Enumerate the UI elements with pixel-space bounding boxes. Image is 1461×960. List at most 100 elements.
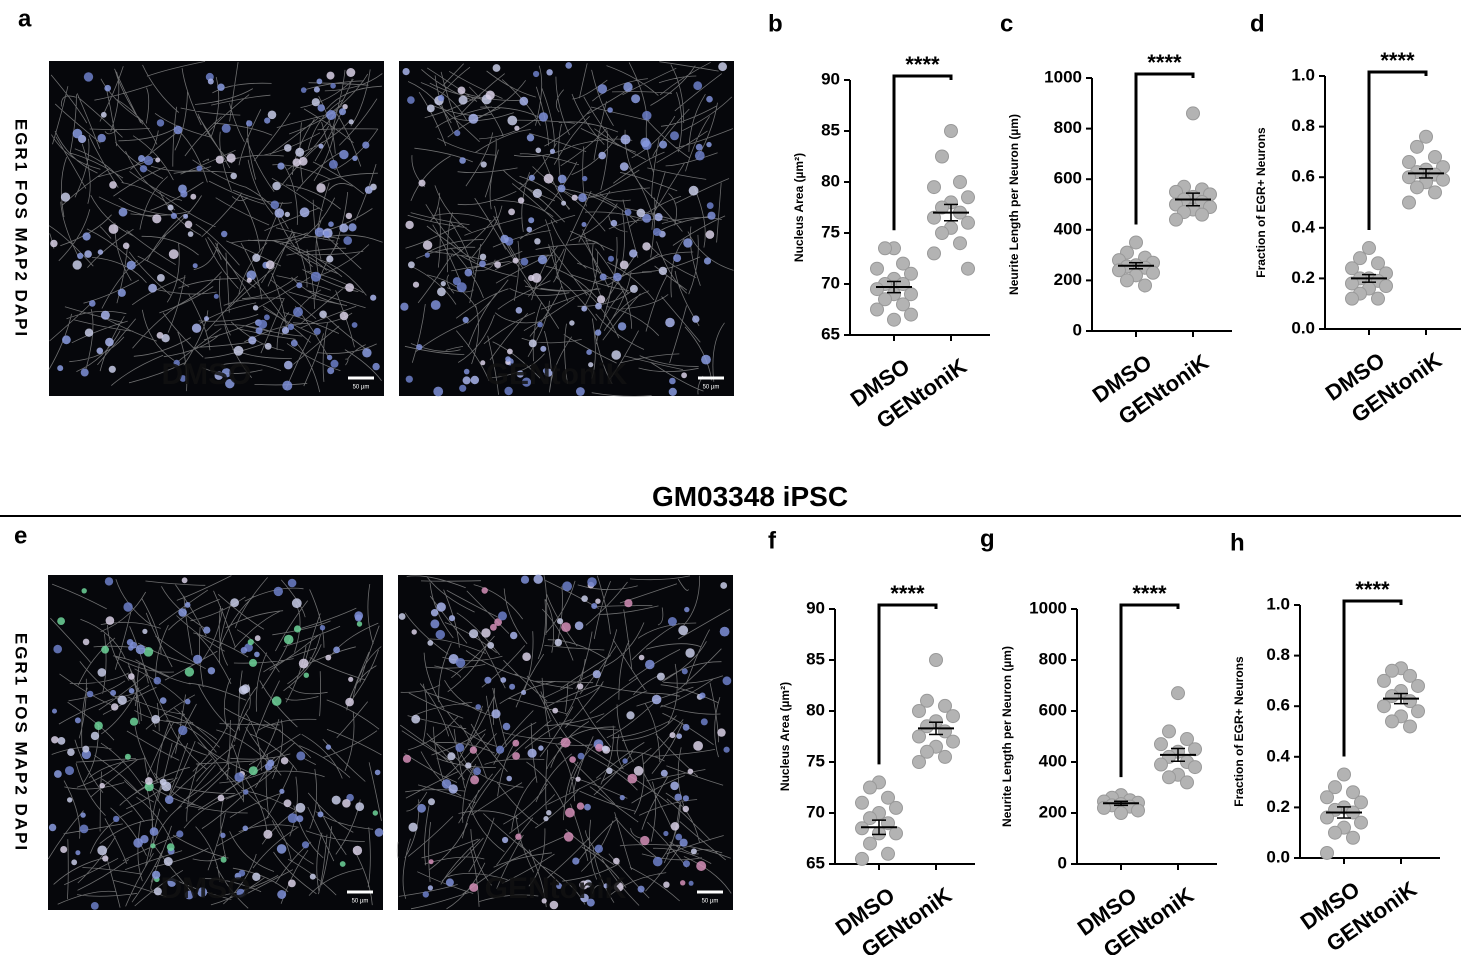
nucleus: [552, 707, 559, 714]
data-point: [1410, 180, 1424, 195]
data-point: [887, 312, 901, 327]
nucleus: [576, 802, 585, 810]
nucleus: [265, 260, 275, 270]
data-point: [1354, 815, 1368, 830]
data-point: [929, 653, 943, 667]
nucleus: [249, 658, 257, 667]
y-tick-label: 0.4: [1291, 217, 1315, 236]
nucleus: [80, 812, 86, 818]
nucleus: [264, 763, 273, 771]
nucleus: [333, 646, 340, 654]
nucleus: [405, 375, 413, 383]
y-tick-label: 0.8: [1266, 645, 1290, 664]
nucleus: [658, 266, 668, 276]
data-point: [1379, 278, 1393, 293]
nucleus: [422, 891, 429, 898]
nucleus: [142, 628, 148, 635]
micrograph: [396, 574, 733, 910]
nucleus: [574, 621, 584, 630]
nucleus: [595, 598, 601, 604]
nucleus: [491, 709, 501, 719]
y-tick-label: 0: [1073, 320, 1082, 339]
nucleus: [62, 335, 71, 345]
nucleus: [184, 602, 191, 608]
nucleus: [706, 141, 712, 148]
data-point: [1354, 795, 1368, 810]
nucleus: [348, 676, 354, 682]
y-tick-label: 600: [1039, 700, 1067, 719]
panel-label: g: [980, 525, 995, 552]
nucleus: [557, 618, 564, 625]
nucleus: [470, 775, 480, 785]
nucleus: [688, 880, 694, 886]
nucleus: [54, 770, 62, 778]
nucleus: [459, 157, 466, 164]
nucleus: [138, 155, 145, 162]
data-point: [927, 210, 941, 225]
nucleus: [148, 283, 158, 293]
nucleus: [238, 869, 246, 877]
nucleus: [690, 848, 697, 855]
nucleus: [667, 617, 677, 626]
nucleus: [296, 751, 306, 761]
data-point: [927, 180, 941, 195]
nucleus: [557, 174, 567, 184]
nucleus: [430, 609, 439, 617]
nucleus: [526, 134, 535, 142]
nucleus: [496, 745, 505, 754]
nucleus: [594, 329, 602, 336]
nucleus: [101, 645, 109, 654]
data-point: [1337, 767, 1351, 782]
y-tick-label: 0.2: [1291, 268, 1315, 287]
nucleus: [164, 795, 174, 804]
data-point: [1169, 212, 1183, 227]
data-point: [855, 821, 869, 836]
nucleus: [681, 372, 687, 379]
nucleus: [248, 336, 257, 345]
data-point: [855, 795, 869, 810]
nucleus: [151, 870, 161, 880]
nucleus: [656, 672, 665, 681]
nucleus: [670, 822, 680, 831]
nucleus: [534, 238, 541, 245]
scale-label: 50 µm: [352, 899, 369, 905]
nucleus: [703, 257, 712, 265]
nucleus: [319, 310, 327, 319]
nucleus: [284, 360, 293, 370]
scale-label: 50 µm: [702, 899, 719, 905]
data-point: [1328, 825, 1342, 840]
nucleus: [168, 249, 179, 260]
nucleus: [298, 658, 309, 669]
nucleus: [651, 694, 662, 705]
nucleus: [167, 204, 174, 211]
nucleus: [271, 696, 282, 706]
nucleus: [234, 772, 244, 782]
nucleus: [575, 776, 581, 782]
nucleus: [327, 367, 335, 375]
data-point: [1403, 719, 1417, 734]
nucleus: [436, 602, 446, 612]
nucleus: [179, 375, 187, 382]
y-tick-label: 80: [821, 171, 840, 190]
nucleus: [542, 368, 548, 374]
nucleus: [184, 220, 193, 229]
nucleus: [82, 232, 91, 241]
nucleus: [500, 234, 509, 244]
nucleus: [660, 769, 668, 777]
nucleus: [412, 281, 420, 288]
nucleus: [236, 888, 245, 898]
nucleus: [197, 887, 208, 898]
nucleus: [487, 642, 495, 649]
nucleus: [464, 268, 473, 277]
nucleus: [207, 667, 216, 675]
nucleus: [326, 110, 337, 120]
nucleus: [173, 125, 183, 135]
nucleus: [122, 242, 130, 250]
nucleus: [549, 900, 559, 910]
nucleus: [633, 766, 644, 776]
y-tick-label: 400: [1054, 219, 1082, 238]
condition-label: DMSO: [161, 872, 251, 905]
nucleus: [217, 794, 225, 802]
nucleus: [248, 766, 258, 776]
nucleus: [60, 846, 68, 853]
